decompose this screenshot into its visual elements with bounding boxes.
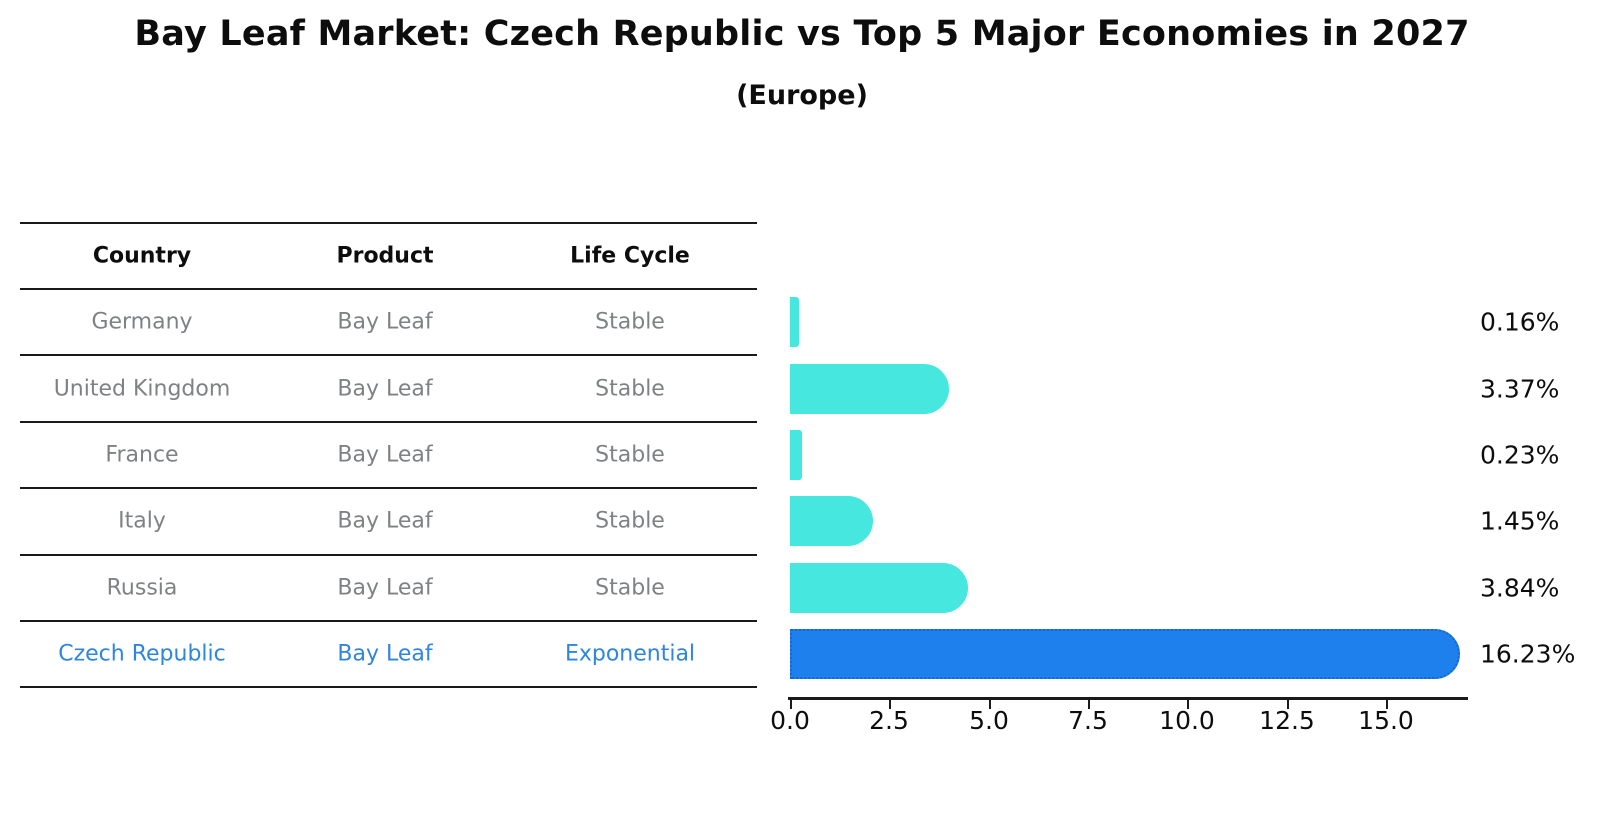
table-cell-product: Bay Leaf — [337, 309, 433, 335]
x-axis-tick — [1287, 700, 1289, 709]
table-cell-life-cycle: Stable — [595, 575, 665, 601]
x-axis-line — [788, 697, 1468, 700]
chart-title: Bay Leaf Market: Czech Republic vs Top 5… — [134, 14, 1470, 54]
table-cell-life-cycle: Stable — [595, 376, 665, 402]
x-axis-tick — [790, 700, 792, 709]
x-axis-tick-label: 0.0 — [770, 706, 810, 735]
bar-united-kingdom — [790, 364, 949, 414]
table-cell-country: United Kingdom — [53, 376, 231, 402]
table-cell-product: Bay Leaf — [337, 508, 433, 534]
table-cell-country: Germany — [91, 309, 193, 335]
bar-value-label: 16.23% — [1480, 639, 1576, 669]
x-axis-tick-label: 5.0 — [969, 706, 1009, 735]
table-cell-country: Italy — [118, 508, 166, 534]
table-cell-product: Bay Leaf — [337, 575, 433, 601]
table-cell-life-cycle: Stable — [595, 508, 665, 534]
x-axis-tick — [1386, 700, 1388, 709]
bar-czech-republic — [790, 629, 1460, 679]
table-cell-country: Russia — [106, 575, 178, 601]
table-row-line — [20, 620, 757, 622]
x-axis-tick-label: 12.5 — [1259, 706, 1315, 735]
bar-italy — [790, 496, 873, 546]
table-cell-life-cycle: Stable — [595, 309, 665, 335]
table-row-line — [20, 354, 757, 356]
x-axis-tick-label: 10.0 — [1159, 706, 1215, 735]
x-axis-tick-label: 15.0 — [1358, 706, 1414, 735]
bar-value-label: 0.16% — [1480, 307, 1560, 337]
table-row-line — [20, 487, 757, 489]
table-top-line — [20, 222, 757, 224]
table-cell-life-cycle: Stable — [595, 442, 665, 468]
table-cell-product: Bay Leaf — [337, 376, 433, 402]
table-row-line — [20, 554, 757, 556]
x-axis-tick-label: 2.5 — [869, 706, 909, 735]
table-header-line — [20, 288, 757, 290]
table-cell-life-cycle-highlight: Exponential — [564, 641, 696, 667]
x-axis-tick — [1187, 700, 1189, 709]
column-header-life-cycle: Life Cycle — [570, 243, 690, 269]
column-header-product: Product — [336, 243, 434, 269]
x-axis-tick-label: 7.5 — [1068, 706, 1108, 735]
chart-subtitle: (Europe) — [736, 80, 868, 111]
x-axis-tick — [1088, 700, 1090, 709]
table-row-line — [20, 421, 757, 423]
table-cell-product-highlight: Bay Leaf — [337, 641, 433, 667]
table-cell-country-highlight: Czech Republic — [58, 641, 226, 667]
bar-germany — [790, 297, 799, 347]
bar-russia — [790, 563, 968, 613]
x-axis-tick — [989, 700, 991, 709]
bar-value-label: 0.23% — [1480, 440, 1560, 470]
bar-value-label: 3.37% — [1480, 374, 1560, 404]
x-axis-tick — [889, 700, 891, 709]
bar-value-label: 3.84% — [1480, 573, 1560, 603]
bar-value-label: 1.45% — [1480, 506, 1560, 536]
column-header-country: Country — [92, 243, 192, 269]
table-bottom-line — [20, 686, 757, 688]
table-cell-product: Bay Leaf — [337, 442, 433, 468]
table-cell-country: France — [105, 442, 179, 468]
bar-france — [790, 430, 802, 480]
